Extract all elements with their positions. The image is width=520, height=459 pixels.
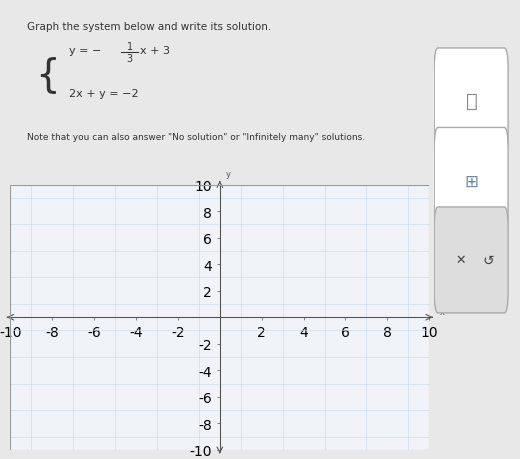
Text: 1: 1 [127,41,133,51]
Text: 2x + y = −2: 2x + y = −2 [69,89,139,99]
Text: x + 3: x + 3 [140,45,170,56]
Text: y: y [226,170,231,179]
Text: ✕: ✕ [456,254,466,267]
Text: {: { [35,56,60,93]
FancyBboxPatch shape [434,49,508,155]
Text: ⬜: ⬜ [466,92,478,111]
Text: y = −: y = − [69,45,101,56]
Text: Graph the system below and write its solution.: Graph the system below and write its sol… [27,22,271,33]
Text: Note that you can also answer "No solution" or "Infinitely many" solutions.: Note that you can also answer "No soluti… [27,133,365,142]
Text: x: x [440,308,445,317]
Text: 3: 3 [127,54,133,64]
Text: ⊞: ⊞ [465,172,479,190]
FancyBboxPatch shape [434,128,508,234]
Text: ↺: ↺ [483,253,495,267]
FancyBboxPatch shape [434,207,508,313]
